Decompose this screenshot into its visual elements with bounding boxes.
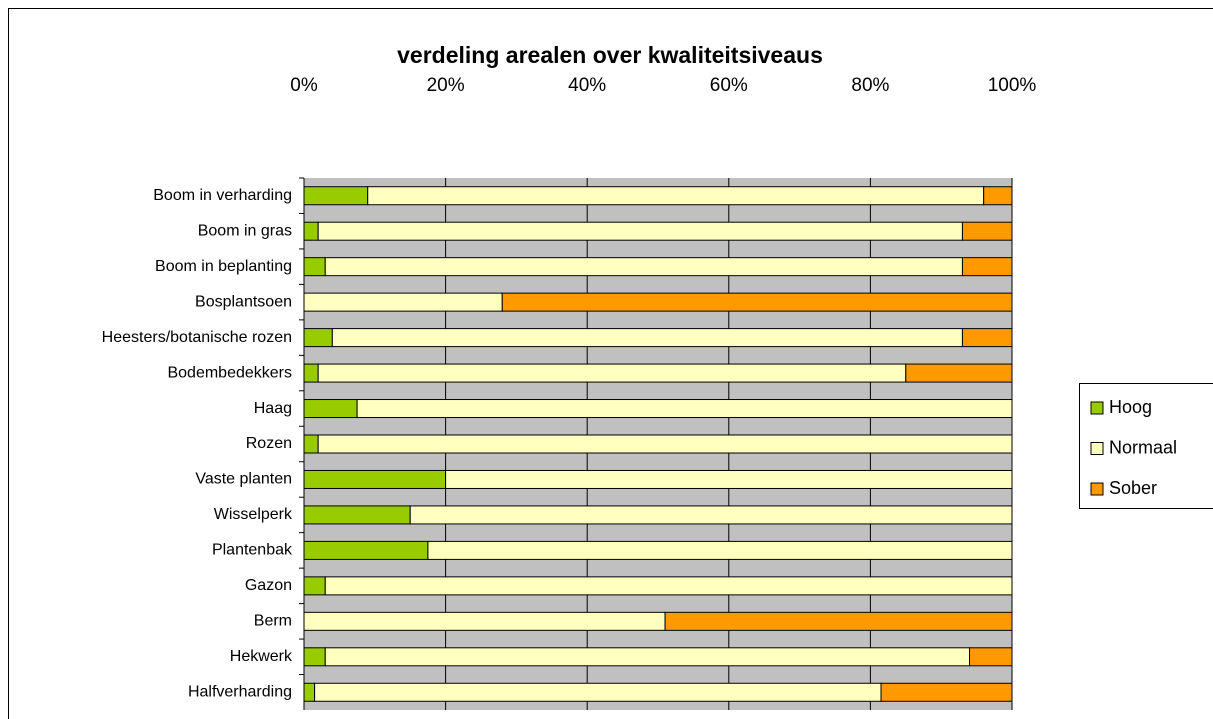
bar-segment [303, 682, 316, 702]
chart-title: verdeling arealen over kwaliteitsiveaus [397, 42, 823, 68]
bar-segment [324, 576, 1013, 596]
y-tick-label: Boom in verharding [153, 187, 292, 204]
bar-segment [317, 221, 963, 241]
bar-segment [905, 363, 1013, 383]
bar-segment [303, 363, 319, 383]
bar-segment [501, 292, 1013, 312]
bar-segment [331, 328, 963, 348]
y-tick-label: Boom in beplanting [155, 258, 292, 275]
y-tick-label: Halfverharding [188, 683, 292, 700]
y-tick-label: Bosplantsoen [195, 293, 292, 310]
x-tick-label: 0% [290, 75, 318, 96]
x-tick-label: 20% [427, 75, 465, 96]
x-tick-label: 60% [710, 75, 748, 96]
bar-segment [367, 186, 985, 206]
bar-segment [303, 469, 447, 489]
bar-segment [961, 328, 1013, 348]
y-tick-label: Heesters/botanische rozen [102, 329, 292, 346]
y-tick-label: Plantenbak [212, 542, 293, 559]
bar-segment [303, 576, 326, 596]
bar-segment [961, 257, 1013, 277]
y-tick-label: Vaste planten [195, 471, 292, 488]
legend-swatch [1090, 442, 1104, 455]
legend-swatch [1090, 401, 1104, 415]
bar-segment [356, 399, 1013, 419]
y-tick-label: Berm [254, 613, 292, 630]
bar-segment [324, 647, 971, 667]
bar-segment [427, 540, 1013, 560]
x-tick-label: 100% [988, 75, 1037, 96]
bar-segment [303, 257, 326, 277]
y-tick-label: Haag [254, 400, 292, 417]
legend-label: Sober [1109, 478, 1157, 498]
bar-segment [303, 399, 358, 419]
bar-segment [324, 257, 963, 277]
bar-segment [314, 682, 882, 702]
bar-segment [880, 682, 1013, 702]
y-tick-label: Wisselperk [214, 506, 293, 523]
bar-segment [303, 221, 319, 241]
bar-segment [303, 540, 429, 560]
legend-label: Normaal [1109, 437, 1177, 457]
y-tick-label: Rozen [246, 435, 292, 452]
bar-segment [409, 505, 1013, 525]
bar-segment [983, 186, 1013, 206]
bar-segment [969, 647, 1013, 667]
y-tick-label: Bodembedekkers [167, 364, 292, 381]
y-tick-label: Boom in gras [198, 222, 292, 239]
bar-segment [445, 469, 1013, 489]
x-tick-label: 80% [851, 75, 889, 96]
bar-segment [303, 611, 666, 631]
legend-label: Hoog [1109, 397, 1152, 417]
bar-segment [303, 434, 319, 454]
bar-segment [303, 328, 333, 348]
bar-segment [317, 363, 907, 383]
bar-segment [303, 647, 326, 667]
bar-segment [664, 611, 1013, 631]
bar-segment [303, 186, 369, 206]
bar-segment [317, 434, 1013, 454]
x-tick-label: 40% [568, 75, 606, 96]
bar-segment [303, 505, 411, 525]
bar-segment [303, 292, 503, 312]
bar-segment [961, 221, 1013, 241]
legend-swatch [1090, 482, 1104, 496]
y-tick-label: Gazon [245, 577, 292, 594]
y-tick-label: Hekwerk [230, 648, 293, 665]
